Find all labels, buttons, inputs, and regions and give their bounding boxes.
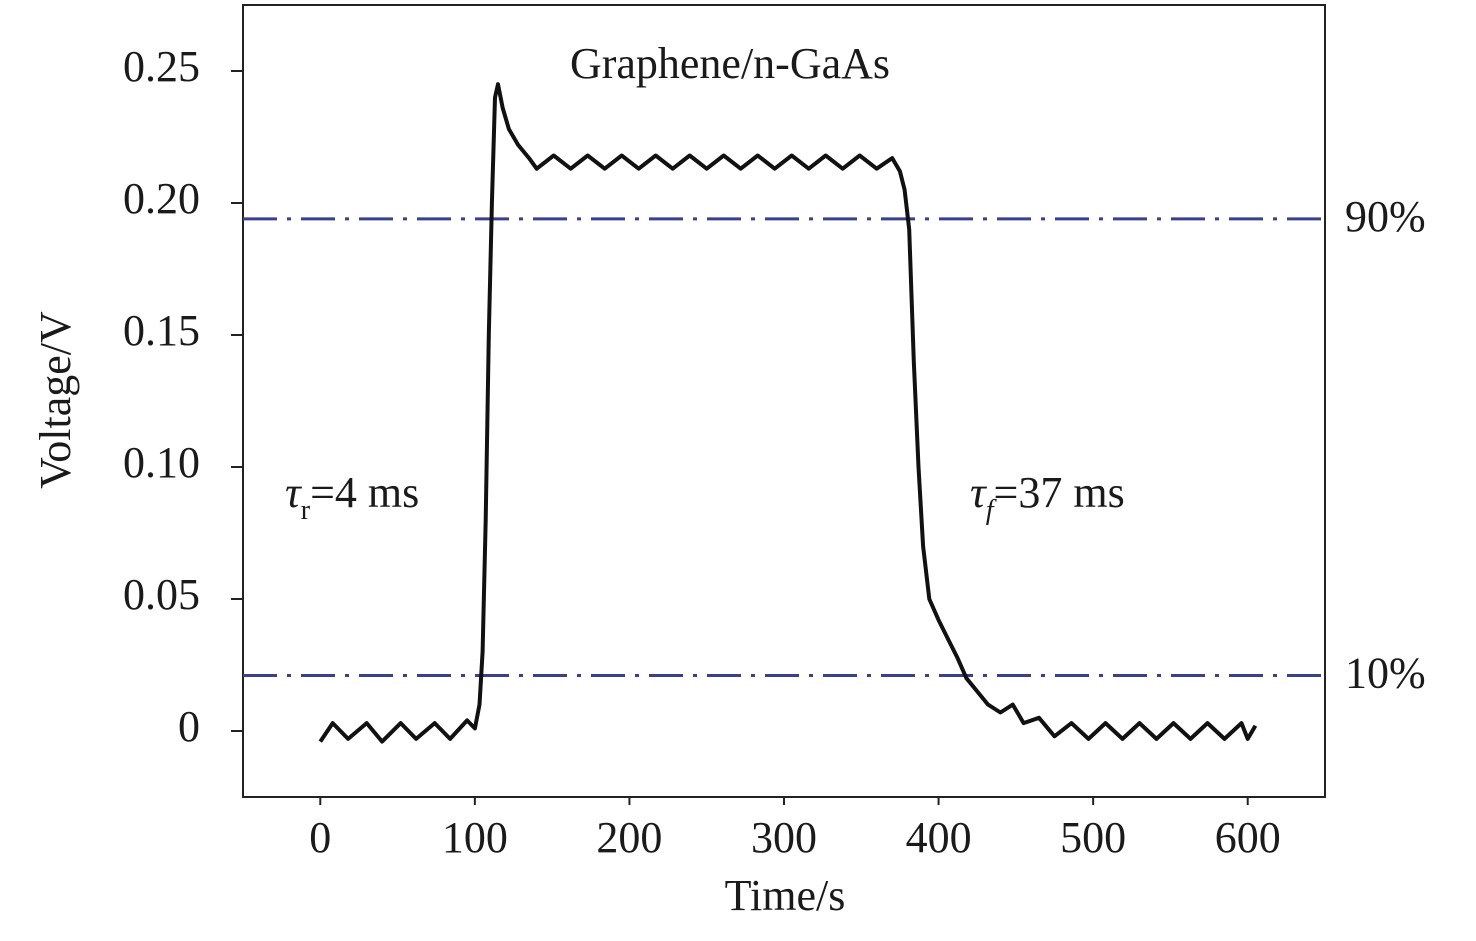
x-tick-label: 200 (596, 813, 662, 862)
annotation-text: =4 ms (310, 468, 419, 517)
annotation-subscript: f (986, 495, 997, 526)
x-tick-label: 300 (751, 813, 817, 862)
annotation-symbol: τ (970, 468, 988, 517)
y-tick-label: 0 (178, 702, 200, 751)
data-line (318, 82, 1258, 744)
annotation: τr=4 ms (285, 468, 419, 526)
annotation: τf=37 ms (970, 468, 1125, 526)
x-tick-label: 400 (906, 813, 972, 862)
y-axis-label: Voltage/V (31, 311, 80, 489)
y-tick-label: 0.25 (123, 42, 200, 91)
annotation: Graphene/n-GaAs (570, 39, 890, 88)
x-axis-label: Time/s (725, 871, 846, 920)
reference-label: 90% (1345, 192, 1426, 241)
reference-label: 10% (1345, 649, 1426, 698)
x-tick-label: 100 (442, 813, 508, 862)
y-tick-label: 0.15 (123, 306, 200, 355)
y-tick-label: 0.10 (123, 438, 200, 487)
x-tick-label: 0 (309, 813, 331, 862)
annotation-text: =37 ms (994, 468, 1125, 517)
x-tick-label: 600 (1215, 813, 1281, 862)
y-tick-label: 0.20 (123, 174, 200, 223)
x-tick-label: 500 (1060, 813, 1126, 862)
y-tick-label: 0.05 (123, 570, 200, 619)
annotation-subscript: r (301, 495, 311, 526)
annotation-symbol: τ (285, 468, 303, 517)
plot-frame (242, 4, 1326, 798)
